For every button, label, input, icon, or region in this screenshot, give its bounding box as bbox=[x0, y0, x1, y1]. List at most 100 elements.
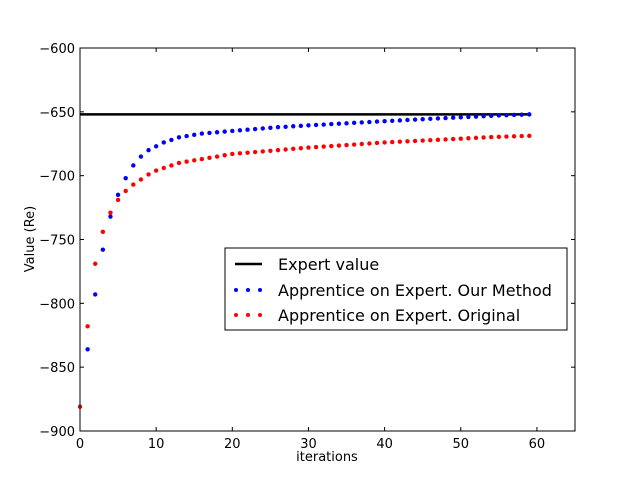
data-point bbox=[100, 229, 106, 235]
data-point bbox=[237, 151, 243, 156]
data-point bbox=[169, 137, 174, 143]
data-point bbox=[450, 136, 456, 142]
data-point bbox=[146, 172, 151, 177]
data-point bbox=[412, 117, 418, 122]
x-tick-label: 40 bbox=[376, 437, 393, 452]
data-point bbox=[351, 120, 357, 126]
x-tick-label: 60 bbox=[529, 437, 546, 452]
data-point bbox=[344, 142, 349, 148]
data-point bbox=[306, 123, 311, 128]
data-point bbox=[511, 112, 517, 118]
data-point bbox=[374, 119, 380, 124]
data-point bbox=[214, 154, 220, 159]
data-point bbox=[85, 347, 90, 352]
data-point bbox=[169, 163, 174, 168]
data-point bbox=[397, 118, 403, 123]
data-point bbox=[466, 114, 471, 120]
data-point bbox=[222, 129, 227, 134]
data-point bbox=[230, 151, 235, 157]
data-point bbox=[237, 128, 243, 133]
data-point bbox=[329, 121, 334, 127]
data-point bbox=[458, 136, 463, 141]
data-point bbox=[519, 133, 524, 139]
data-point bbox=[245, 127, 250, 132]
data-point bbox=[481, 113, 486, 119]
data-point bbox=[390, 118, 395, 123]
data-point bbox=[405, 117, 410, 123]
data-point bbox=[336, 121, 342, 126]
data-point bbox=[131, 182, 136, 187]
data-point bbox=[298, 123, 304, 129]
data-point bbox=[100, 247, 106, 252]
data-point bbox=[420, 117, 425, 122]
data-point bbox=[138, 154, 144, 159]
plot-area bbox=[77, 112, 532, 409]
data-point bbox=[511, 134, 517, 139]
y-tick-label: −600 bbox=[39, 42, 75, 57]
data-point bbox=[336, 143, 342, 148]
x-tick-label: 30 bbox=[300, 437, 317, 452]
data-point bbox=[321, 122, 326, 127]
data-point bbox=[199, 156, 205, 162]
data-point bbox=[291, 146, 296, 152]
legend-label: Apprentice on Expert. Original bbox=[278, 306, 520, 325]
data-point bbox=[382, 118, 387, 124]
data-point bbox=[161, 165, 166, 171]
x-tick-label: 20 bbox=[224, 437, 241, 452]
data-point bbox=[344, 121, 349, 126]
data-point bbox=[313, 122, 319, 128]
data-point bbox=[184, 133, 189, 139]
data-point bbox=[108, 214, 113, 219]
data-point bbox=[458, 115, 463, 120]
data-point bbox=[527, 133, 532, 139]
data-point bbox=[466, 136, 471, 141]
data-point bbox=[176, 135, 182, 140]
data-point bbox=[390, 139, 395, 145]
legend-swatch-original bbox=[234, 313, 262, 317]
data-point bbox=[207, 155, 212, 160]
data-point bbox=[268, 148, 273, 153]
data-point bbox=[184, 159, 189, 164]
data-point bbox=[123, 176, 128, 181]
x-tick-label: 10 bbox=[148, 437, 165, 452]
data-point bbox=[428, 116, 433, 122]
data-point bbox=[85, 324, 90, 329]
legend-box bbox=[224, 247, 568, 331]
data-point bbox=[275, 147, 281, 153]
data-point bbox=[443, 115, 448, 121]
data-point bbox=[93, 292, 98, 297]
data-point bbox=[298, 146, 304, 151]
data-point bbox=[496, 113, 502, 118]
data-point bbox=[412, 138, 418, 144]
y-axis-ticks: −900 −850 −800 −750 −700 −650 −600 bbox=[39, 42, 575, 440]
data-point bbox=[268, 125, 273, 130]
y-tick-label: −800 bbox=[39, 297, 75, 312]
data-point bbox=[214, 130, 220, 135]
data-point bbox=[382, 140, 387, 145]
data-point bbox=[489, 134, 494, 140]
data-point bbox=[504, 134, 509, 139]
data-point bbox=[245, 150, 250, 155]
data-point bbox=[275, 124, 281, 130]
data-point bbox=[260, 149, 265, 154]
data-point bbox=[283, 124, 288, 129]
data-point bbox=[359, 120, 364, 125]
data-point bbox=[115, 192, 121, 198]
data-point bbox=[473, 135, 479, 141]
data-point bbox=[291, 124, 296, 129]
y-axis-label: Value (Re) bbox=[23, 206, 38, 272]
data-point bbox=[207, 130, 212, 136]
data-point bbox=[146, 147, 151, 153]
x-axis-ticks: 0 10 20 30 40 50 60 bbox=[76, 48, 545, 452]
data-point bbox=[283, 147, 288, 152]
data-point bbox=[93, 261, 98, 266]
data-point bbox=[443, 137, 448, 142]
data-point bbox=[527, 112, 532, 117]
data-point bbox=[252, 126, 258, 132]
data-point bbox=[351, 142, 357, 147]
data-point bbox=[435, 137, 441, 142]
data-point bbox=[123, 188, 128, 194]
data-point bbox=[519, 112, 524, 117]
data-point bbox=[489, 113, 494, 118]
